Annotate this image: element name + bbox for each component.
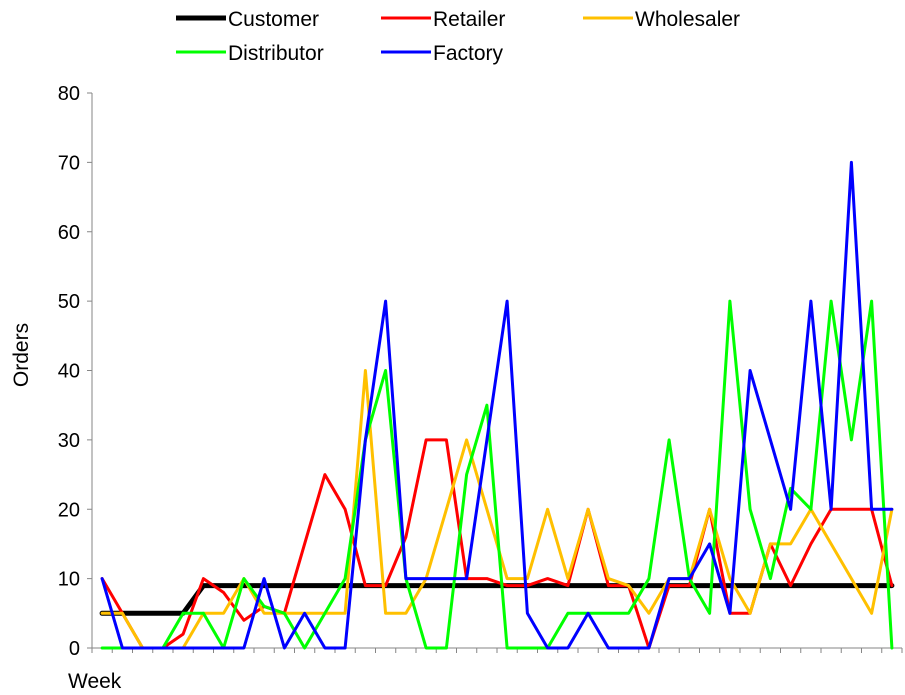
y-tick-label: 20 [58,499,80,521]
y-tick-label: 40 [58,361,80,383]
legend: Customer Retailer Wholesaler Distributor Fac… [176,8,740,65]
legend-label-distributor: Distributor [228,42,324,65]
y-tick-label: 50 [58,291,80,313]
series-line-customer [99,583,895,616]
legend-label-retailer: Retailer [433,8,505,31]
legend-label-customer: Customer [228,8,319,31]
legend-label-wholesaler: Wholesaler [635,8,740,31]
series-line-distributor [100,299,894,650]
series-line-factory [100,160,894,650]
x-axis-title: Week [68,670,122,693]
y-tick-label: 60 [58,222,80,244]
x-axis-ticks [91,648,903,653]
y-tick-label: 10 [58,569,80,591]
y-axis-ticks: 0 10 20 30 40 50 60 70 80 [58,83,92,660]
y-axis-title: Orders [10,323,33,387]
y-tick-label: 30 [58,430,80,452]
y-tick-label: 70 [58,152,80,174]
y-tick-label: 80 [58,83,80,105]
legend-label-factory: Factory [433,42,504,65]
series-lines [99,160,895,650]
y-tick-label: 0 [69,638,80,660]
